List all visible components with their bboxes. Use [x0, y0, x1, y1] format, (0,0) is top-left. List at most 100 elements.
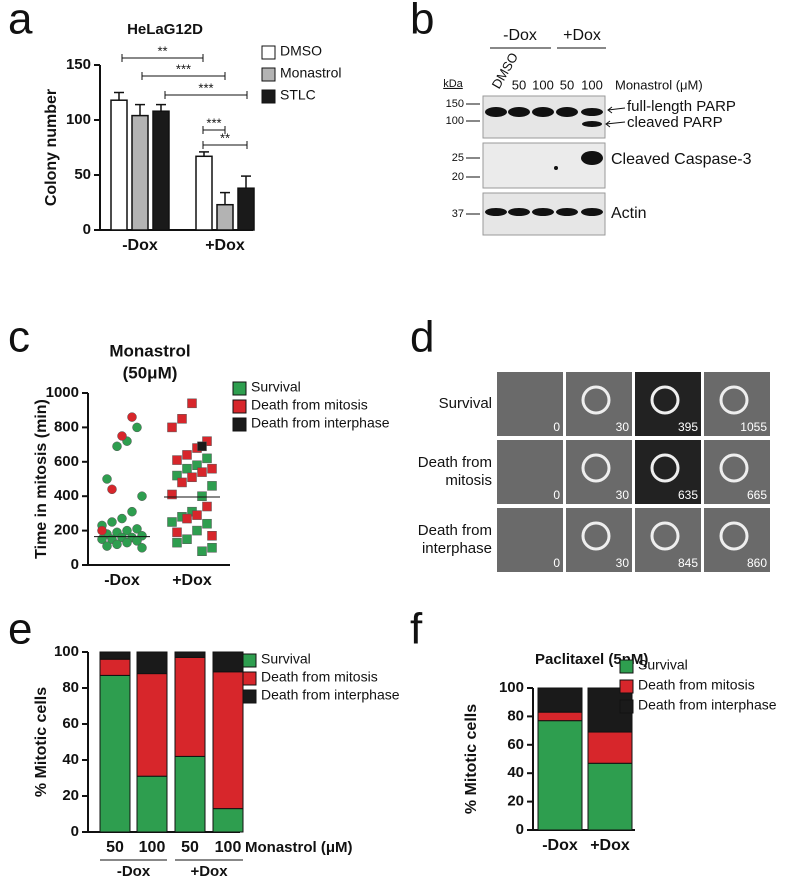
bar-segment [587, 731, 633, 764]
micrograph [566, 508, 632, 572]
micrograph [635, 372, 701, 436]
cell [719, 385, 749, 415]
y-axis-label: % Mitotic cells [33, 687, 50, 797]
bands [485, 107, 603, 216]
time-label: 860 [747, 556, 767, 570]
y-tick-label: 100 [66, 111, 91, 128]
point [102, 474, 112, 484]
x-tick-label: -Dox [122, 237, 158, 254]
x-tick-label: 100 [215, 839, 242, 856]
marker-label: 20 [452, 171, 464, 183]
time-label: 0 [553, 488, 560, 502]
y-tick-label: 1000 [46, 384, 79, 401]
legend-label: Monastrol [280, 65, 341, 81]
legend-label: Survival [261, 651, 311, 667]
point [187, 398, 197, 409]
bar [216, 203, 234, 231]
y-tick-label: 150 [66, 56, 91, 73]
bar-segment [99, 674, 131, 833]
row-label: Death from [418, 522, 492, 539]
marker-ticks [466, 103, 480, 215]
bar-segment [174, 755, 206, 833]
row-label: interphase [422, 540, 492, 557]
y-tick-label: 100 [54, 643, 79, 660]
point [117, 513, 127, 524]
point [192, 510, 202, 520]
point [132, 524, 142, 534]
time-label: 30 [616, 556, 630, 570]
legend-label: STLC [280, 87, 316, 103]
cell [719, 453, 749, 483]
lane-label: 50 [560, 77, 574, 92]
cell [650, 453, 680, 483]
y-tick-label: 400 [54, 487, 79, 504]
bar-segment [136, 775, 168, 833]
bar-segment [174, 651, 206, 658]
bar [237, 187, 255, 231]
y-tick-label: 0 [71, 823, 79, 840]
legend-label: Death from interphase [251, 415, 390, 431]
bar-segment [212, 651, 244, 673]
point [112, 539, 122, 550]
point [182, 463, 192, 474]
cell [581, 385, 611, 415]
x-tick-label: +Dox [590, 837, 630, 854]
point [167, 517, 177, 527]
point [207, 481, 217, 491]
micrograph [566, 440, 632, 504]
y-tick-label: 600 [54, 453, 79, 470]
legend-swatch [261, 67, 276, 82]
bar [131, 114, 149, 231]
point [197, 491, 207, 501]
lane-label: 100 [581, 77, 603, 92]
panel-letter: b [410, 0, 434, 44]
bar-segment [537, 720, 583, 831]
legend-label: Death from mitosis [638, 677, 755, 693]
bar [152, 110, 170, 231]
bar-segment [212, 808, 244, 833]
bar-segment [174, 656, 206, 757]
y-axis-label: Colony number [43, 89, 60, 206]
significance: *** [206, 115, 221, 130]
legend-label: DMSO [280, 43, 322, 59]
micrograph [635, 508, 701, 572]
point [127, 506, 137, 517]
bracket [164, 91, 248, 99]
bar-segment [537, 687, 583, 713]
bar-segment [99, 658, 131, 676]
y-tick-label: 60 [507, 736, 524, 753]
point [137, 491, 147, 501]
point [207, 463, 217, 474]
chart-title: (50μM) [123, 363, 178, 382]
micrograph [497, 372, 563, 436]
panel-letter: f [410, 605, 423, 654]
cell [581, 453, 611, 483]
group-label: +Dox [190, 863, 228, 880]
cell [581, 521, 611, 551]
y-tick-label: 80 [62, 679, 79, 696]
x-tick-label: -Dox [542, 837, 578, 854]
point [172, 537, 182, 548]
point [207, 531, 217, 541]
band-label: cleaved PARP [627, 114, 723, 131]
row-label: mitosis [445, 472, 492, 489]
cell [650, 521, 680, 551]
point [207, 543, 217, 553]
cell [650, 385, 680, 415]
time-label: 30 [616, 488, 630, 502]
point [97, 525, 107, 536]
point [197, 467, 207, 477]
legend-swatch [261, 89, 276, 104]
micrograph [704, 440, 770, 504]
y-tick-label: 0 [83, 221, 91, 238]
legend-swatch [261, 45, 276, 60]
point [187, 472, 197, 483]
time-label: 635 [678, 488, 698, 502]
x-tick-label: +Dox [205, 237, 245, 254]
panel-letter: c [8, 313, 30, 362]
band-label: full-length PARP [627, 98, 736, 115]
point [172, 470, 182, 481]
blot-strip [482, 142, 606, 189]
